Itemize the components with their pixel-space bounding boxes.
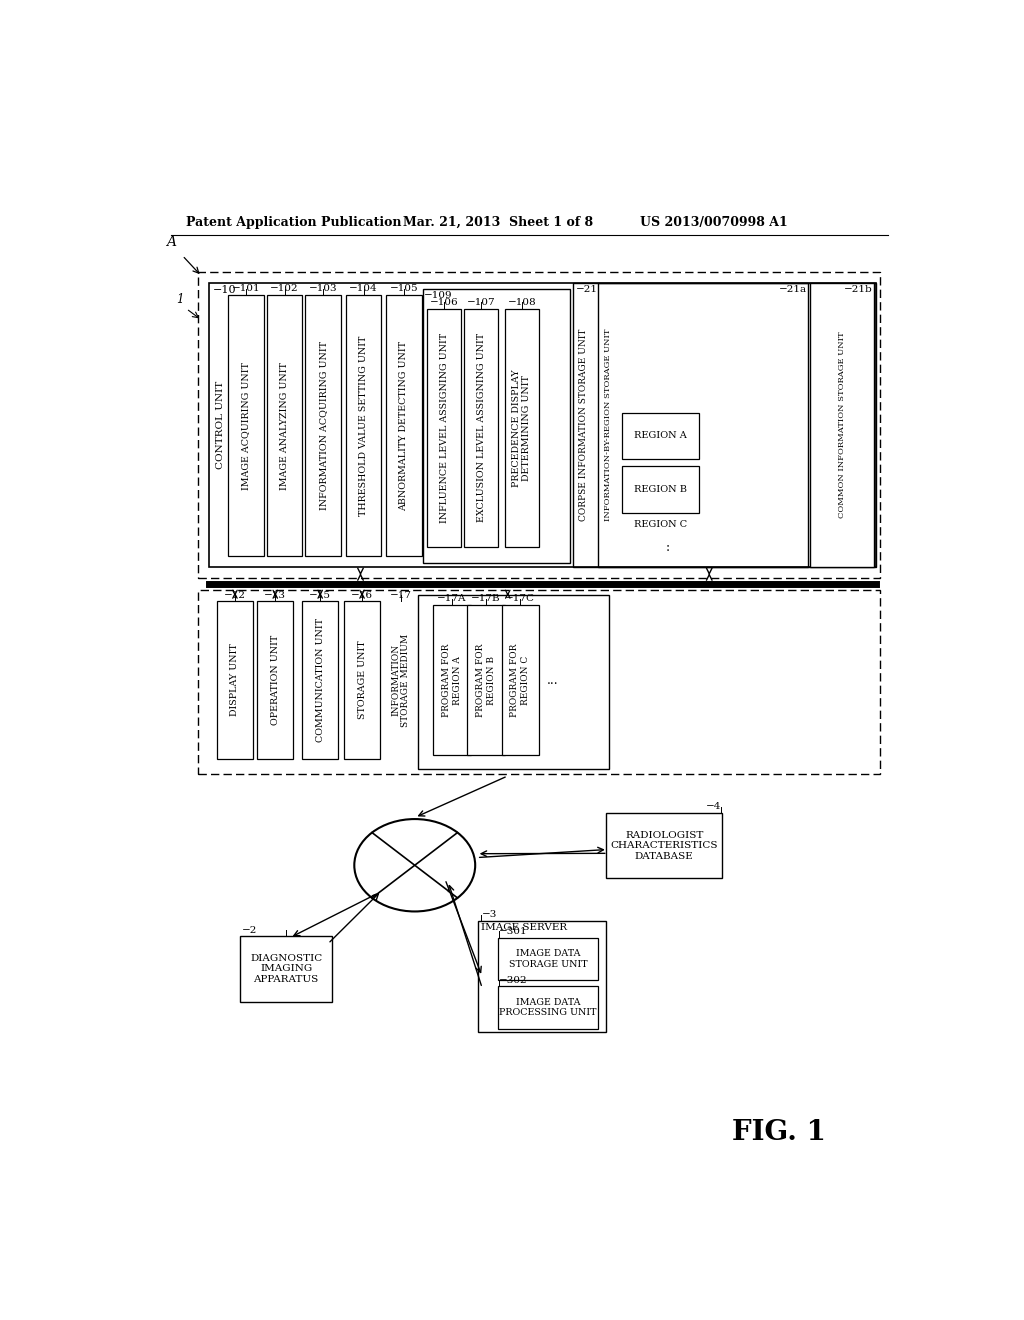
Text: IMAGE DATA
STORAGE UNIT: IMAGE DATA STORAGE UNIT: [509, 949, 588, 969]
Text: −3: −3: [481, 911, 497, 919]
Bar: [257, 601, 293, 759]
Text: INFLUENCE LEVEL ASSIGNING UNIT: INFLUENCE LEVEL ASSIGNING UNIT: [439, 333, 449, 523]
Text: Patent Application Publication: Patent Application Publication: [186, 216, 401, 230]
Bar: [433, 605, 471, 755]
Text: −13: −13: [264, 590, 287, 599]
Bar: [572, 284, 876, 566]
Text: PROGRAM FOR
REGION A: PROGRAM FOR REGION A: [442, 643, 462, 717]
Text: −17C: −17C: [505, 594, 536, 603]
Text: US 2013/0070998 A1: US 2013/0070998 A1: [640, 216, 787, 230]
Text: EXCLUSION LEVEL ASSIGNING UNIT: EXCLUSION LEVEL ASSIGNING UNIT: [477, 334, 486, 523]
Text: Mar. 21, 2013  Sheet 1 of 8: Mar. 21, 2013 Sheet 1 of 8: [403, 216, 593, 230]
Text: −103: −103: [309, 284, 338, 293]
Bar: [622, 412, 699, 459]
Text: INFORMATION
STORAGE MEDIUM: INFORMATION STORAGE MEDIUM: [391, 634, 411, 726]
Text: INFORMATION ACQUIRING UNIT: INFORMATION ACQUIRING UNIT: [318, 341, 328, 510]
Text: −17: −17: [390, 590, 412, 599]
Text: STORAGE UNIT: STORAGE UNIT: [357, 640, 367, 719]
Bar: [305, 294, 341, 557]
Text: OPERATION UNIT: OPERATION UNIT: [270, 635, 280, 725]
Text: ...: ...: [547, 673, 558, 686]
Text: −17A: −17A: [437, 594, 467, 603]
Text: −301: −301: [500, 927, 527, 936]
Bar: [423, 289, 569, 562]
Text: REGION A: REGION A: [634, 432, 687, 440]
Bar: [810, 284, 874, 566]
Text: COMMON INFORMATION STORAGE UNIT: COMMON INFORMATION STORAGE UNIT: [839, 331, 846, 519]
Text: IMAGE SERVER: IMAGE SERVER: [481, 923, 567, 932]
Bar: [505, 309, 539, 548]
Text: −21a: −21a: [779, 285, 807, 293]
Text: −10: −10: [212, 285, 237, 294]
Text: −4: −4: [706, 803, 721, 812]
Text: REGION B: REGION B: [634, 484, 687, 494]
Text: PROGRAM FOR
REGION C: PROGRAM FOR REGION C: [510, 643, 529, 717]
Text: −16: −16: [351, 590, 373, 599]
Bar: [266, 294, 302, 557]
Text: :: :: [667, 541, 671, 554]
Text: −109: −109: [424, 290, 453, 300]
Text: A: A: [166, 235, 176, 249]
Text: IMAGE ACQUIRING UNIT: IMAGE ACQUIRING UNIT: [242, 362, 250, 490]
Text: −106: −106: [430, 298, 459, 308]
Bar: [622, 466, 699, 512]
Text: REGION C: REGION C: [634, 520, 687, 529]
Bar: [228, 294, 263, 557]
Text: DISPLAY UNIT: DISPLAY UNIT: [230, 644, 240, 717]
Text: −12: −12: [224, 590, 246, 599]
Bar: [606, 813, 722, 878]
Bar: [478, 921, 606, 1032]
Bar: [418, 595, 608, 770]
Bar: [498, 937, 598, 979]
Text: CONTROL UNIT: CONTROL UNIT: [216, 380, 224, 469]
Text: −17B: −17B: [471, 594, 501, 603]
Text: CORPSE INFORMATION STORAGE UNIT: CORPSE INFORMATION STORAGE UNIT: [580, 329, 588, 521]
Text: THRESHOLD VALUE SETTING UNIT: THRESHOLD VALUE SETTING UNIT: [359, 335, 368, 516]
Bar: [427, 309, 461, 548]
Bar: [467, 605, 505, 755]
Text: FIG. 1: FIG. 1: [732, 1119, 826, 1146]
Bar: [241, 936, 332, 1002]
Text: DIAGNOSTIC
IMAGING
APPARATUS: DIAGNOSTIC IMAGING APPARATUS: [250, 954, 323, 983]
Text: −15: −15: [309, 590, 331, 599]
Text: INFORMATION-BY-REGION STORAGE UNIT: INFORMATION-BY-REGION STORAGE UNIT: [604, 329, 612, 521]
Bar: [198, 272, 880, 578]
Text: −21b: −21b: [844, 285, 872, 293]
Text: −302: −302: [500, 975, 527, 985]
Text: −21: −21: [575, 285, 598, 293]
Bar: [386, 294, 422, 557]
Bar: [464, 309, 499, 548]
Text: −101: −101: [231, 284, 260, 293]
Text: PROGRAM FOR
REGION B: PROGRAM FOR REGION B: [476, 643, 496, 717]
Text: −108: −108: [507, 298, 536, 308]
Bar: [502, 605, 539, 755]
Text: −102: −102: [270, 284, 299, 293]
Text: COMMUNICATION UNIT: COMMUNICATION UNIT: [315, 618, 325, 742]
Bar: [344, 601, 380, 759]
Text: −107: −107: [467, 298, 496, 308]
Bar: [598, 284, 809, 566]
Text: ABNORMALITY DETECTING UNIT: ABNORMALITY DETECTING UNIT: [399, 341, 409, 511]
Text: −105: −105: [389, 284, 418, 293]
Text: −2: −2: [242, 925, 257, 935]
Text: IMAGE ANALYZING UNIT: IMAGE ANALYZING UNIT: [280, 362, 289, 490]
Bar: [498, 986, 598, 1028]
Text: PRECEDENCE DISPLAY
DETERMINING UNIT: PRECEDENCE DISPLAY DETERMINING UNIT: [512, 370, 531, 487]
Bar: [217, 601, 253, 759]
Bar: [209, 284, 876, 566]
Text: RADIOLOGIST
CHARACTERISTICS
DATABASE: RADIOLOGIST CHARACTERISTICS DATABASE: [610, 830, 718, 861]
Text: 1: 1: [176, 293, 183, 306]
Bar: [302, 601, 338, 759]
Text: −104: −104: [349, 284, 378, 293]
Bar: [346, 294, 381, 557]
Bar: [198, 590, 880, 775]
Text: IMAGE DATA
PROCESSING UNIT: IMAGE DATA PROCESSING UNIT: [500, 998, 597, 1016]
